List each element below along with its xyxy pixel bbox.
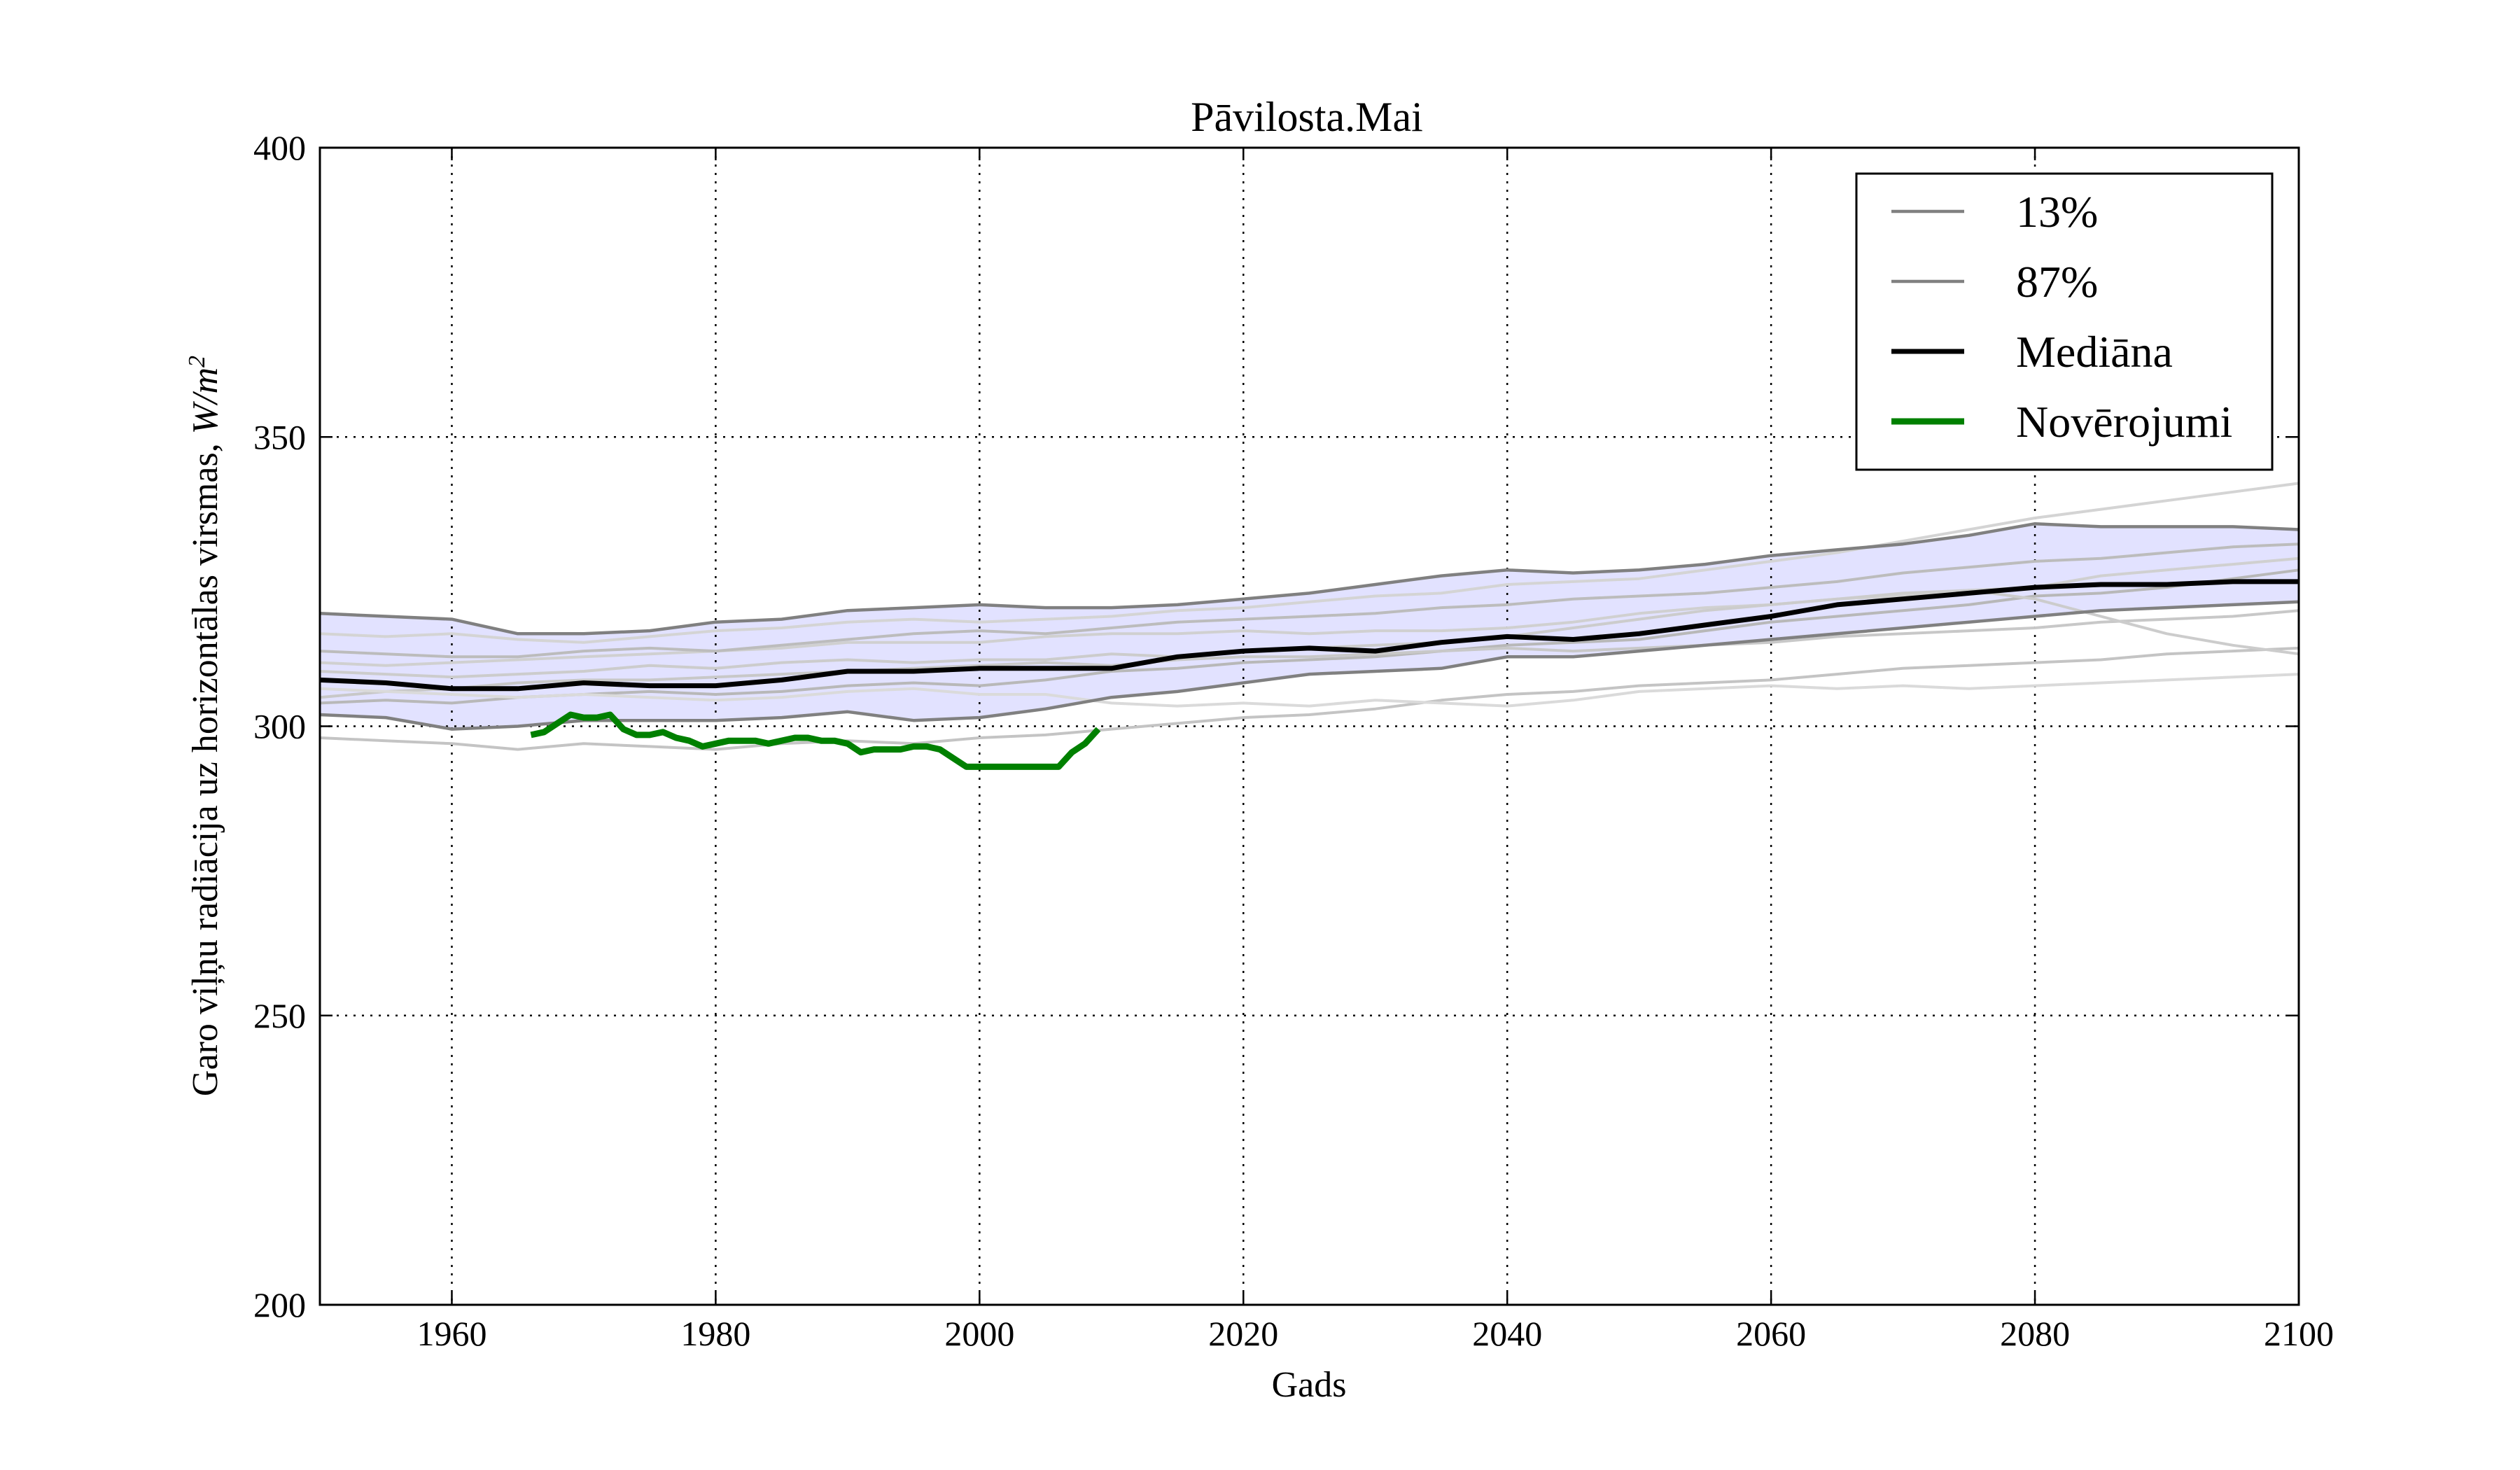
ensemble-members	[319, 482, 2300, 751]
legend-entries: 13% 87% Mediāna Novērojumi	[1891, 187, 2232, 447]
legend: 13% 87% Mediāna Novērojumi	[1855, 172, 2274, 471]
x-tick-labels: 1960 1980 2000 2020 2040 2060 2080 2100	[416, 1314, 2334, 1353]
y-axis-label-unit: W/m	[186, 368, 225, 434]
y-axis-label-unit-exponent: 2	[184, 356, 210, 368]
y-axis-label: Garo viļņu radiācija uz horizontālas vir…	[184, 356, 226, 1096]
x-axis-label: Gads	[1272, 1365, 1347, 1405]
chart-title: Pāvilosta.Mai	[1191, 94, 1423, 140]
x-tick-label: 2100	[2264, 1314, 2334, 1353]
x-tick-label: 1980	[680, 1314, 750, 1353]
legend-label: 13%	[2016, 187, 2098, 237]
x-tick-label: 2000	[944, 1314, 1014, 1353]
legend-label: 87%	[2016, 257, 2098, 307]
y-axis-label-text: Garo viļņu radiācija uz horizontālas vir…	[186, 434, 225, 1096]
y-tick-label: 300	[253, 707, 306, 746]
x-tick-label: 1960	[416, 1314, 486, 1353]
ensemble-line-5	[319, 609, 2300, 699]
y-tick-label: 200	[253, 1285, 306, 1324]
y-tick-label: 350	[253, 417, 306, 456]
y-tick-label: 250	[253, 996, 306, 1035]
ensemble-line-7	[319, 542, 2300, 659]
ensemble-line-3	[319, 568, 2300, 705]
x-tick-label: 2020	[1208, 1314, 1278, 1353]
series-line-observations	[530, 711, 1101, 770]
ensemble-line-1	[319, 646, 2300, 751]
series-lines	[319, 522, 2300, 770]
tick-marks	[320, 146, 2300, 1306]
ensemble-line-6	[319, 673, 2300, 708]
series-line-87pct	[319, 522, 2300, 636]
series-line-median	[319, 579, 2299, 692]
y-tick-labels: 200 250 300 350 400	[253, 128, 306, 1324]
x-tick-label: 2060	[1736, 1314, 1806, 1353]
ensemble-line-4	[319, 482, 2300, 644]
series-line-13pct	[319, 600, 2300, 731]
x-tick-label: 2040	[1472, 1314, 1542, 1353]
x-tick-label: 2080	[2000, 1314, 2070, 1353]
y-tick-label: 400	[253, 128, 306, 167]
legend-label: Mediāna	[2016, 327, 2173, 377]
legend-label: Novērojumi	[2016, 397, 2232, 447]
